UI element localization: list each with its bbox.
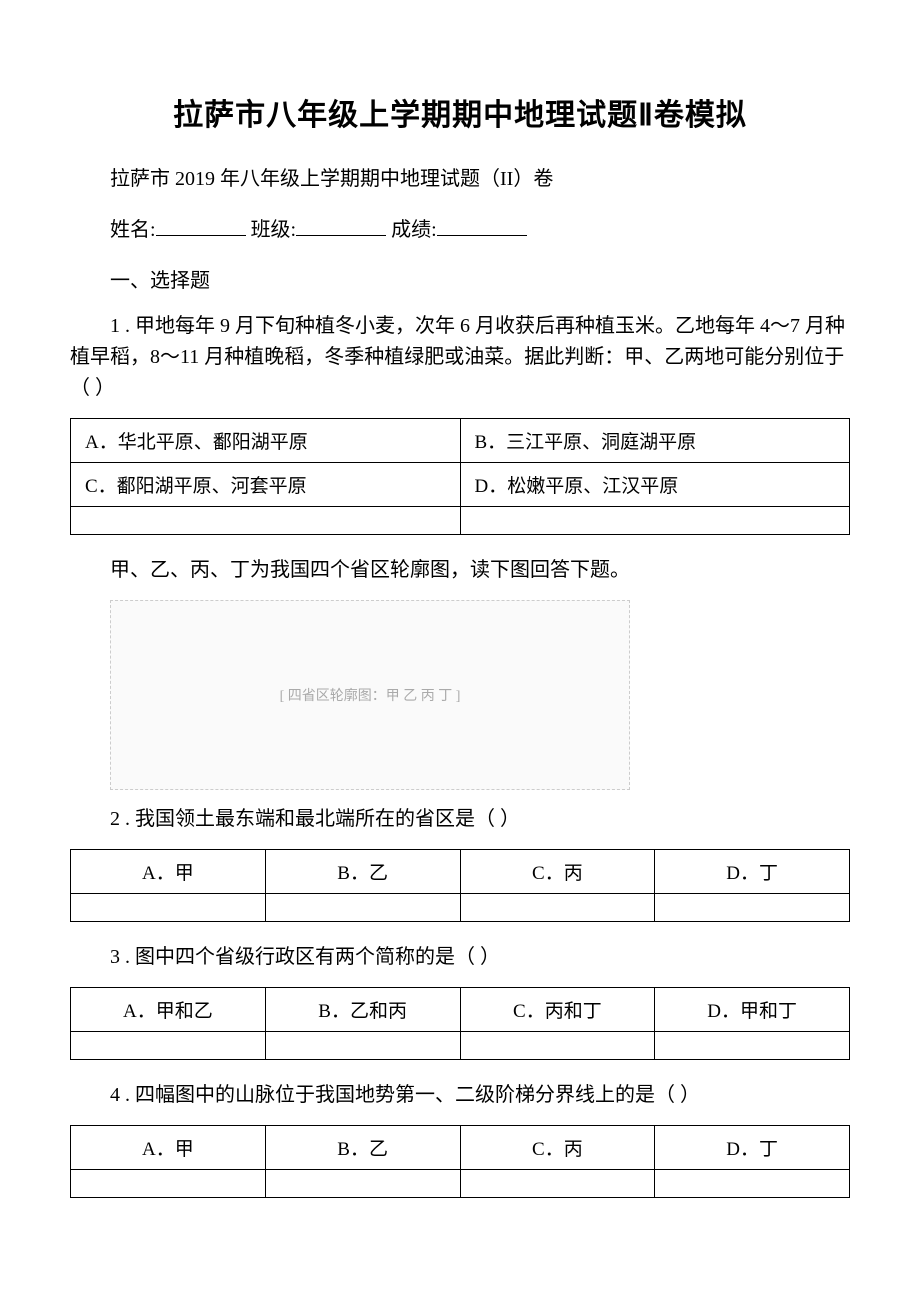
q2-option-d: D．丁 (655, 850, 850, 894)
question-1-options-table: A．华北平原、鄱阳湖平原 B．三江平原、洞庭湖平原 C．鄱阳湖平原、河套平原 D… (70, 418, 850, 535)
q2-empty-1 (71, 894, 266, 922)
q1-option-b: B．三江平原、洞庭湖平原 (460, 419, 850, 463)
q4-option-c: C．丙 (460, 1126, 655, 1170)
subtitle: 拉萨市 2019 年八年级上学期期中地理试题（II）卷 (70, 162, 850, 191)
q4-empty-4 (655, 1170, 850, 1198)
question-2-text: 2 . 我国领土最东端和最北端所在的省区是（ ） (70, 804, 850, 835)
q3-option-a: A．甲和乙 (71, 988, 266, 1032)
name-blank (156, 216, 246, 236)
q1-empty-cell-2 (460, 507, 850, 535)
question-1-text: 1 . 甲地每年 9 月下旬种植冬小麦，次年 6 月收获后再种植玉米。乙地每年 … (70, 311, 850, 404)
q1-option-c: C．鄱阳湖平原、河套平原 (71, 463, 461, 507)
province-map-image: [ 四省区轮廓图：甲 乙 丙 丁 ] (110, 600, 630, 790)
q4-option-d: D．丁 (655, 1126, 850, 1170)
q4-option-b: B．乙 (265, 1126, 460, 1170)
class-blank (296, 216, 386, 236)
question-2-options-table: A．甲 B．乙 C．丙 D．丁 (70, 849, 850, 922)
page-title: 拉萨市八年级上学期期中地理试题Ⅱ卷模拟 (70, 90, 850, 134)
q3-empty-1 (71, 1032, 266, 1060)
name-label: 姓名: (110, 219, 156, 241)
q4-option-a: A．甲 (71, 1126, 266, 1170)
q2-option-a: A．甲 (71, 850, 266, 894)
student-info-line: 姓名: 班级: 成绩: (70, 213, 850, 242)
q2-empty-4 (655, 894, 850, 922)
q2-option-b: B．乙 (265, 850, 460, 894)
q2-empty-3 (460, 894, 655, 922)
score-label: 成绩: (391, 219, 437, 241)
question-4-text: 4 . 四幅图中的山脉位于我国地势第一、二级阶梯分界线上的是（ ） (70, 1080, 850, 1111)
q3-empty-3 (460, 1032, 655, 1060)
section-heading: 一、选择题 (70, 264, 850, 293)
q4-empty-3 (460, 1170, 655, 1198)
question-3-options-table: A．甲和乙 B．乙和丙 C．丙和丁 D．甲和丁 (70, 987, 850, 1060)
q3-empty-2 (265, 1032, 460, 1060)
class-label: 班级: (251, 219, 297, 241)
q4-empty-2 (265, 1170, 460, 1198)
q1-empty-cell-1 (71, 507, 461, 535)
question-3-text: 3 . 图中四个省级行政区有两个简称的是（ ） (70, 942, 850, 973)
score-blank (437, 216, 527, 236)
q3-option-d: D．甲和丁 (655, 988, 850, 1032)
q3-option-c: C．丙和丁 (460, 988, 655, 1032)
q3-empty-4 (655, 1032, 850, 1060)
question-4-options-table: A．甲 B．乙 C．丙 D．丁 (70, 1125, 850, 1198)
q1-option-a: A．华北平原、鄱阳湖平原 (71, 419, 461, 463)
q2-option-c: C．丙 (460, 850, 655, 894)
q1-option-d: D．松嫩平原、江汉平原 (460, 463, 850, 507)
passage-1: 甲、乙、丙、丁为我国四个省区轮廓图，读下图回答下题。 (70, 555, 850, 586)
q4-empty-1 (71, 1170, 266, 1198)
q3-option-b: B．乙和丙 (265, 988, 460, 1032)
q2-empty-2 (265, 894, 460, 922)
